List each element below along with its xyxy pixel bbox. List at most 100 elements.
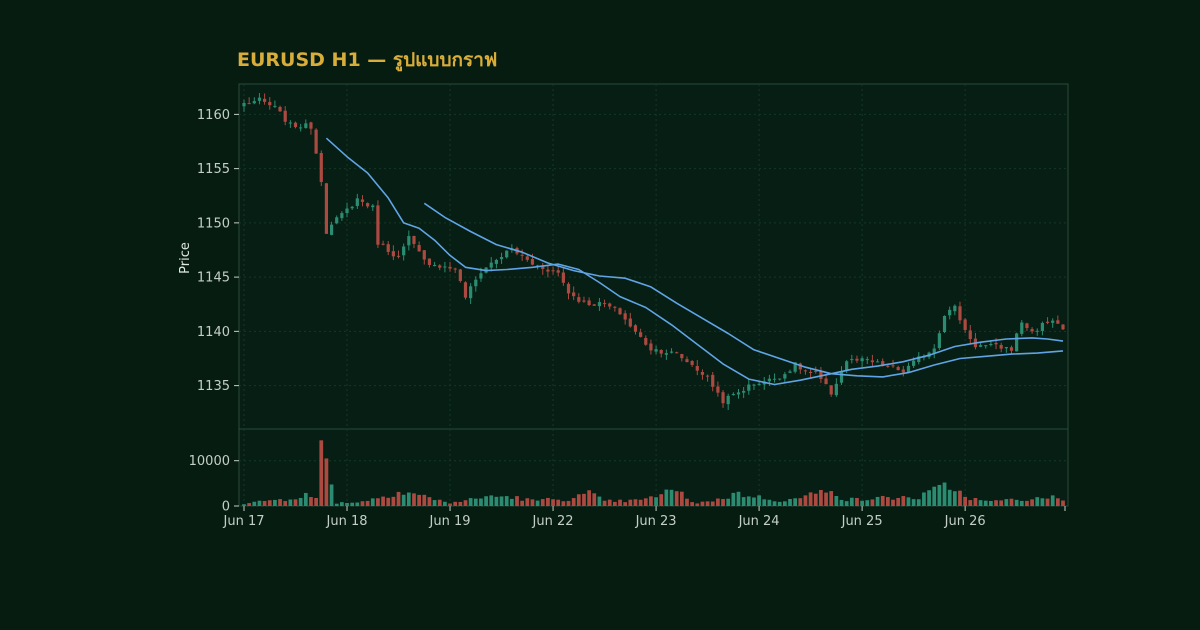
volume-bar — [849, 497, 854, 506]
candle-body — [438, 265, 442, 268]
candle-body — [618, 308, 622, 315]
volume-bar — [298, 497, 303, 506]
volume-bar — [880, 495, 885, 506]
candle-body — [288, 122, 292, 124]
candle-body — [628, 318, 632, 327]
volume-bar — [927, 490, 931, 506]
candle-body — [726, 395, 730, 405]
candle-body — [793, 362, 797, 372]
candle-body — [417, 245, 421, 252]
volume-bar — [679, 491, 684, 506]
volume-bar — [535, 500, 540, 506]
volume-bar — [396, 491, 401, 506]
candle-body — [1025, 323, 1029, 329]
candle-body — [767, 378, 772, 382]
volume-bar — [643, 498, 648, 506]
candle-body — [649, 343, 653, 351]
candle-body — [633, 325, 638, 332]
volume-bar — [309, 497, 313, 506]
volume-bar — [504, 496, 509, 506]
candle-body — [1051, 320, 1055, 323]
candle-body — [953, 305, 957, 312]
volume-bar — [293, 499, 298, 506]
y-axis-title: Price — [178, 242, 193, 274]
volume-bar — [458, 501, 463, 506]
candle-body — [906, 365, 911, 373]
candle-body — [577, 297, 581, 302]
candle-body — [592, 304, 596, 306]
volume-bar — [793, 498, 798, 506]
volume-bar — [968, 500, 973, 506]
volume-bar — [561, 501, 566, 506]
candle-body — [530, 259, 535, 265]
candle-body — [721, 392, 725, 404]
volume-bar — [860, 500, 864, 506]
candle-body — [499, 257, 504, 260]
volume-bar — [829, 491, 834, 506]
candle-body — [839, 371, 844, 383]
volume-bar — [1030, 499, 1034, 506]
volume-bar — [273, 499, 277, 506]
candle-body — [432, 264, 437, 267]
volume-bar — [1040, 498, 1045, 506]
volume-bar — [911, 499, 916, 506]
volume-bar — [669, 489, 674, 506]
candle-body — [587, 300, 591, 306]
candle-body — [1045, 321, 1050, 323]
candle-body — [690, 360, 694, 365]
candle-body — [669, 351, 674, 353]
candle-body — [335, 217, 339, 224]
candle-body — [1009, 347, 1014, 351]
candle-body — [731, 393, 735, 395]
volume-bar — [525, 498, 530, 506]
volume-bar — [757, 495, 761, 506]
volume-bar — [798, 498, 803, 506]
volume-bar — [886, 497, 890, 506]
candle-body — [1040, 322, 1045, 331]
candle-body — [283, 110, 287, 122]
price-panel-frame — [238, 83, 1069, 430]
volume-bar — [978, 500, 983, 506]
volume-bar — [345, 503, 349, 506]
volume-bar — [355, 502, 360, 506]
volume-bar — [252, 501, 257, 506]
volume-bar — [484, 496, 488, 506]
candle-body — [412, 235, 416, 244]
candle-body — [829, 385, 833, 395]
volume-bar — [649, 496, 653, 506]
volume-bar — [262, 500, 267, 506]
volume-bar — [906, 497, 911, 506]
volume-bar — [432, 500, 437, 506]
candle-body — [386, 244, 390, 252]
candle-body — [257, 97, 262, 101]
volume-bar — [994, 500, 998, 506]
volume-bar — [999, 500, 1004, 506]
candle-body — [891, 365, 895, 367]
candle-body — [772, 378, 777, 380]
candle-body — [546, 269, 550, 272]
candle-body — [639, 332, 643, 337]
x-tick-label: Jun 22 — [532, 514, 574, 529]
candle-body — [1004, 347, 1008, 349]
candle-body — [355, 198, 359, 206]
volume-bar — [417, 494, 421, 506]
candle-body — [366, 203, 370, 207]
candle-body — [896, 367, 900, 371]
candle-body — [350, 206, 354, 209]
volume-bar — [916, 499, 921, 506]
candle-body — [803, 370, 808, 372]
candle-body — [757, 383, 761, 385]
candle-body — [850, 359, 854, 361]
candle-body — [458, 269, 462, 281]
volume-bar — [473, 498, 478, 506]
moving-average-20-line — [325, 137, 1064, 386]
candle-body — [623, 313, 627, 320]
candle-body — [978, 345, 983, 347]
candle-body — [525, 256, 529, 260]
volume-bar — [1014, 499, 1019, 506]
volume-bar — [808, 492, 813, 506]
volume-bar — [592, 493, 597, 506]
x-tick-label: Jun 26 — [944, 514, 986, 529]
volume-bar — [618, 499, 622, 506]
volume-bar — [958, 490, 962, 506]
